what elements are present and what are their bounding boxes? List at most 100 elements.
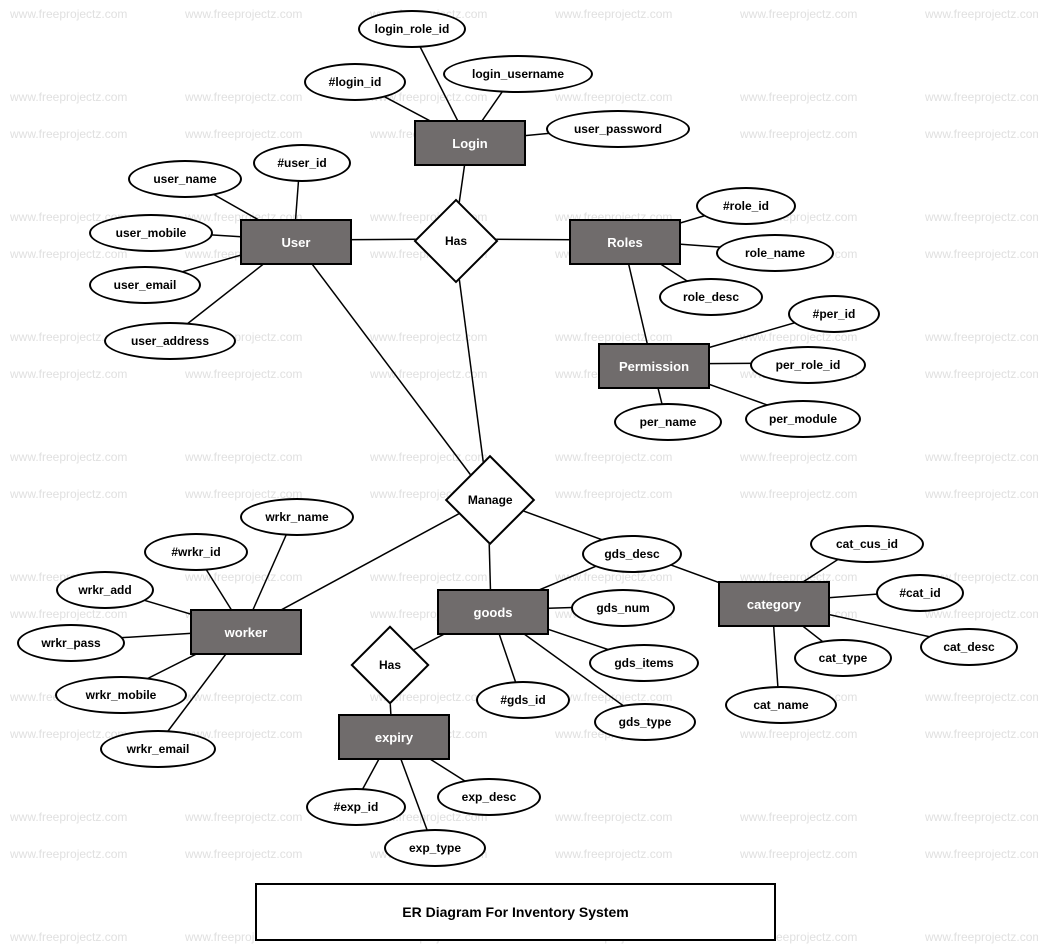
attribute-per-role-id: per_role_id	[750, 346, 866, 384]
watermark-text: www.freeprojectz.com	[740, 810, 857, 824]
attribute-gds-num: gds_num	[571, 589, 675, 627]
watermark-text: www.freeprojectz.com	[185, 7, 302, 21]
watermark-text: www.freeprojectz.com	[10, 450, 127, 464]
attribute-exp-type: exp_type	[384, 829, 486, 867]
watermark-text: www.freeprojectz.com	[555, 90, 672, 104]
entity-roles: Roles	[569, 219, 681, 265]
watermark-text: www.freeprojectz.com	[925, 727, 1038, 741]
entity-goods: goods	[437, 589, 549, 635]
watermark-text: www.freeprojectz.com	[925, 90, 1038, 104]
attribute-login-username: login_username	[443, 55, 593, 93]
watermark-text: www.freeprojectz.com	[925, 847, 1038, 861]
attribute-per-name: per_name	[614, 403, 722, 441]
attribute-user-id: #user_id	[253, 144, 351, 182]
attribute-gds-id: #gds_id	[476, 681, 570, 719]
attribute-exp-id: #exp_id	[306, 788, 406, 826]
watermark-text: www.freeprojectz.com	[740, 847, 857, 861]
attribute-gds-desc: gds_desc	[582, 535, 682, 573]
watermark-text: www.freeprojectz.com	[925, 127, 1038, 141]
watermark-text: www.freeprojectz.com	[925, 487, 1038, 501]
watermark-text: www.freeprojectz.com	[10, 90, 127, 104]
watermark-text: www.freeprojectz.com	[10, 810, 127, 824]
watermark-text: www.freeprojectz.com	[10, 607, 127, 621]
entity-category: category	[718, 581, 830, 627]
relationship-label: Has	[379, 658, 401, 672]
watermark-text: www.freeprojectz.com	[740, 727, 857, 741]
watermark-text: www.freeprojectz.com	[10, 7, 127, 21]
attribute-login-id: #login_id	[304, 63, 406, 101]
watermark-text: www.freeprojectz.com	[555, 330, 672, 344]
watermark-text: www.freeprojectz.com	[555, 690, 672, 704]
watermark-text: www.freeprojectz.com	[555, 570, 672, 584]
watermark-text: www.freeprojectz.com	[10, 367, 127, 381]
watermark-text: www.freeprojectz.com	[370, 570, 487, 584]
attribute-wrkr-mobile: wrkr_mobile	[55, 676, 187, 714]
attribute-cat-cus-id: cat_cus_id	[810, 525, 924, 563]
relationship-label: Manage	[468, 493, 513, 507]
attribute-user-password: user_password	[546, 110, 690, 148]
attribute-gds-type: gds_type	[594, 703, 696, 741]
watermark-text: www.freeprojectz.com	[10, 930, 127, 944]
attribute-cat-id: #cat_id	[876, 574, 964, 612]
watermark-text: www.freeprojectz.com	[10, 127, 127, 141]
watermark-text: www.freeprojectz.com	[740, 450, 857, 464]
attribute-user-mobile: user_mobile	[89, 214, 213, 252]
attribute-cat-name: cat_name	[725, 686, 837, 724]
relationship-has1: Has	[414, 199, 499, 284]
attribute-wrkr-id: #wrkr_id	[144, 533, 248, 571]
diagram-title: ER Diagram For Inventory System	[402, 904, 628, 920]
watermark-text: www.freeprojectz.com	[370, 450, 487, 464]
watermark-text: www.freeprojectz.com	[925, 7, 1038, 21]
attribute-wrkr-add: wrkr_add	[56, 571, 154, 609]
watermark-text: www.freeprojectz.com	[925, 330, 1038, 344]
watermark-text: www.freeprojectz.com	[925, 930, 1038, 944]
attribute-cat-type: cat_type	[794, 639, 892, 677]
watermark-text: www.freeprojectz.com	[740, 127, 857, 141]
attribute-per-module: per_module	[745, 400, 861, 438]
watermark-text: www.freeprojectz.com	[185, 450, 302, 464]
watermark-text: www.freeprojectz.com	[10, 487, 127, 501]
attribute-wrkr-name: wrkr_name	[240, 498, 354, 536]
entity-login: Login	[414, 120, 526, 166]
attribute-role-name: role_name	[716, 234, 834, 272]
attribute-role-id: #role_id	[696, 187, 796, 225]
relationship-label: Has	[445, 234, 467, 248]
watermark-text: www.freeprojectz.com	[10, 847, 127, 861]
attribute-exp-desc: exp_desc	[437, 778, 541, 816]
watermark-text: www.freeprojectz.com	[555, 7, 672, 21]
watermark-text: www.freeprojectz.com	[185, 570, 302, 584]
watermark-text: www.freeprojectz.com	[555, 810, 672, 824]
attribute-role-desc: role_desc	[659, 278, 763, 316]
relationship-manage: Manage	[445, 455, 536, 546]
watermark-text: www.freeprojectz.com	[925, 810, 1038, 824]
entity-worker: worker	[190, 609, 302, 655]
attribute-per-id: #per_id	[788, 295, 880, 333]
watermark-text: www.freeprojectz.com	[925, 450, 1038, 464]
attribute-gds-items: gds_items	[589, 644, 699, 682]
attribute-login-role-id: login_role_id	[358, 10, 466, 48]
entity-permission: Permission	[598, 343, 710, 389]
watermark-text: www.freeprojectz.com	[740, 487, 857, 501]
watermark-text: www.freeprojectz.com	[185, 690, 302, 704]
watermark-text: www.freeprojectz.com	[925, 210, 1038, 224]
watermark-text: www.freeprojectz.com	[740, 7, 857, 21]
relationship-has2: Has	[350, 625, 429, 704]
attribute-user-name: user_name	[128, 160, 242, 198]
watermark-text: www.freeprojectz.com	[555, 450, 672, 464]
watermark-text: www.freeprojectz.com	[370, 330, 487, 344]
entity-expiry: expiry	[338, 714, 450, 760]
attribute-wrkr-pass: wrkr_pass	[17, 624, 125, 662]
watermark-text: www.freeprojectz.com	[185, 90, 302, 104]
attribute-wrkr-email: wrkr_email	[100, 730, 216, 768]
watermark-text: www.freeprojectz.com	[185, 367, 302, 381]
watermark-text: www.freeprojectz.com	[925, 690, 1038, 704]
entity-user: User	[240, 219, 352, 265]
watermark-text: www.freeprojectz.com	[10, 247, 127, 261]
diagram-title-box: ER Diagram For Inventory System	[255, 883, 776, 941]
attribute-user-address: user_address	[104, 322, 236, 360]
attribute-user-email: user_email	[89, 266, 201, 304]
watermark-text: www.freeprojectz.com	[370, 367, 487, 381]
watermark-text: www.freeprojectz.com	[925, 247, 1038, 261]
watermark-text: www.freeprojectz.com	[185, 847, 302, 861]
watermark-text: www.freeprojectz.com	[555, 487, 672, 501]
